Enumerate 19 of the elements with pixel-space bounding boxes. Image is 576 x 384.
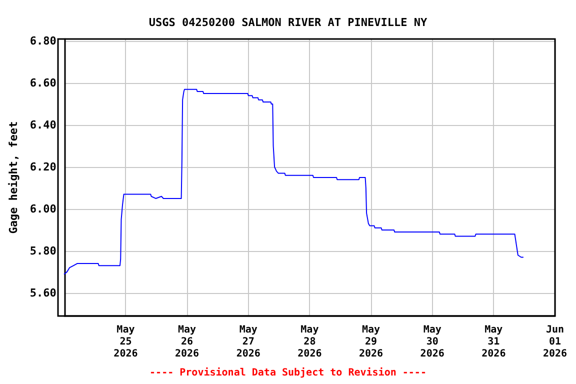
y-axis-title: Gage height, feet: [7, 121, 20, 234]
line-series: [64, 88, 524, 275]
text: ---- Provisional Data Subject to Revision ----: [150, 366, 426, 378]
y-tick-label: 6.00: [30, 202, 56, 216]
y-tick-label: 6.40: [30, 118, 56, 132]
y-tick-label: 6.20: [30, 160, 56, 174]
x-tick-label: May 26 2026: [174, 324, 200, 360]
y-tick-label: 6.60: [30, 76, 56, 90]
x-tick-label: May 27 2026: [236, 324, 260, 360]
y-tick-label: 5.60: [30, 286, 56, 300]
x-tick-label: May 30 2026: [420, 324, 444, 360]
x-tick-label: May 31 2026: [482, 324, 506, 360]
y-tick-label: 5.80: [30, 244, 56, 258]
chart-title: USGS 04250200 SALMON RIVER AT PINEVILLE NY: [148, 16, 428, 29]
y-tick-label: 6.80: [30, 34, 56, 48]
x-tick-label: May 29 2026: [358, 324, 384, 360]
x-tick-label: May 25 2026: [114, 324, 138, 360]
x-tick-label: Jun 01 2026: [542, 324, 568, 360]
x-tick-label: May 28 2026: [298, 324, 322, 360]
